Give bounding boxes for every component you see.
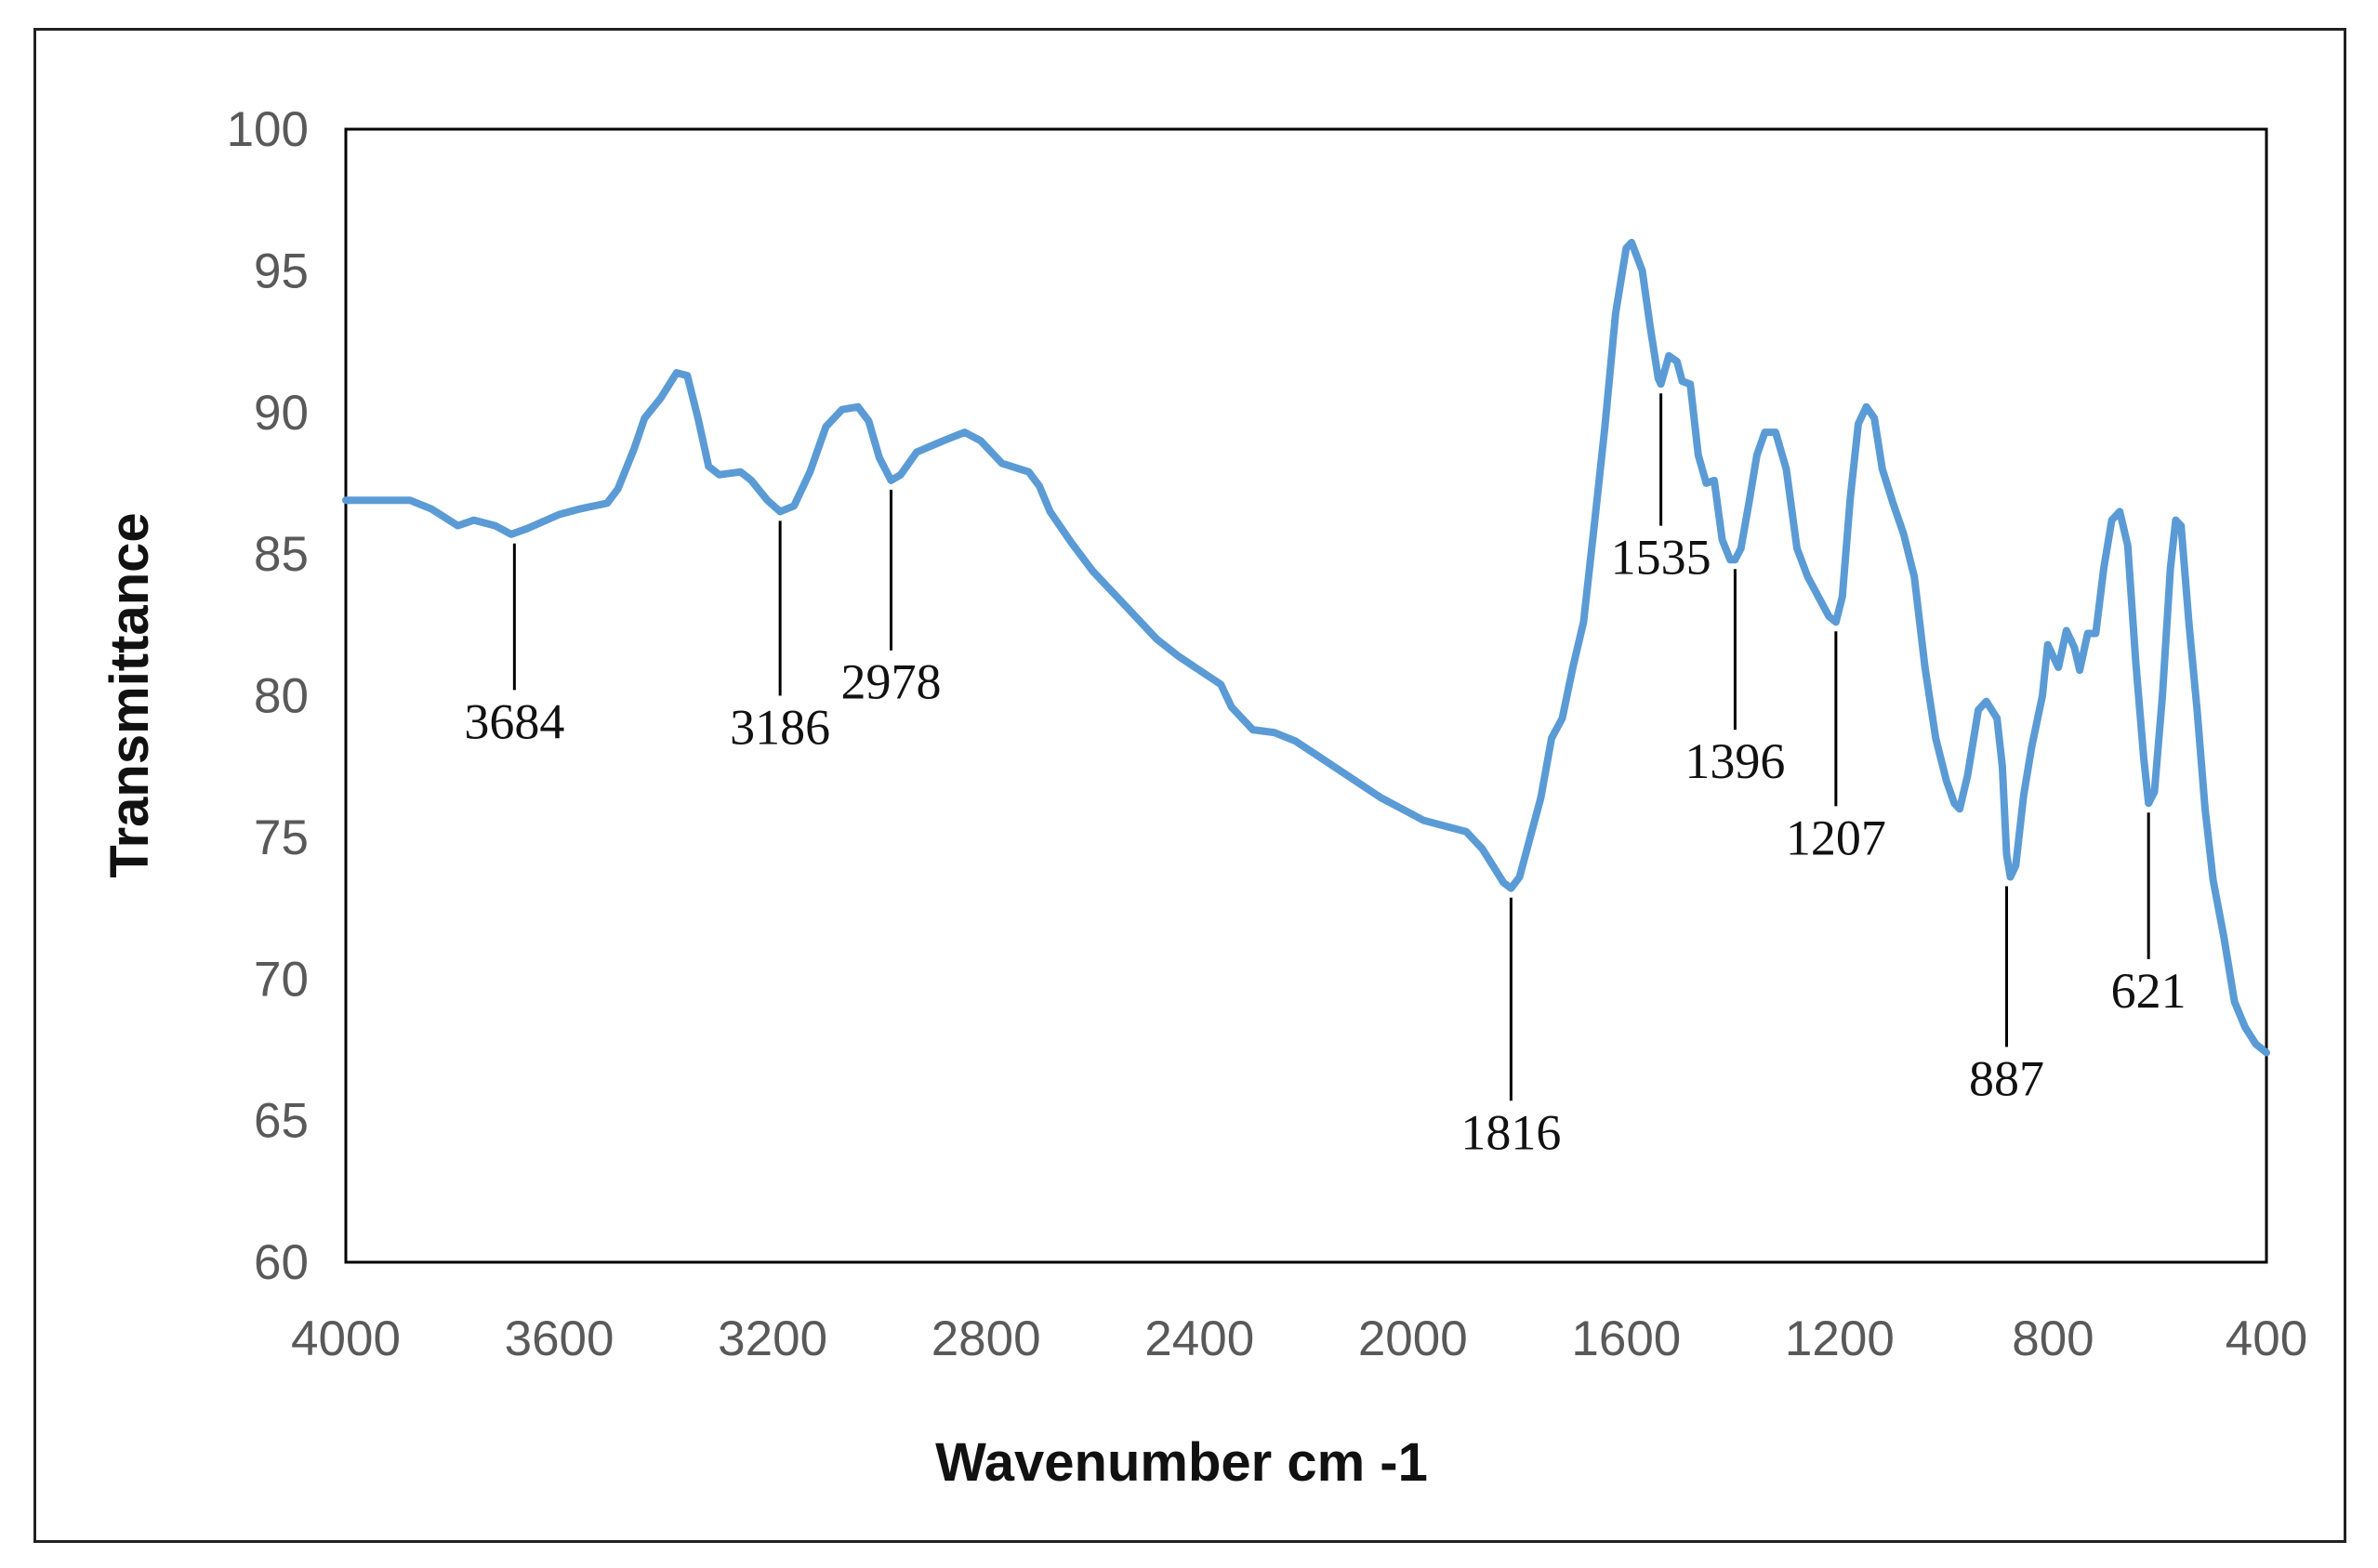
x-tick-label: 4000 xyxy=(291,1311,401,1366)
annotation-label: 621 xyxy=(2111,963,2186,1019)
x-tick-label: 2400 xyxy=(1144,1311,1254,1366)
annotation-label: 1535 xyxy=(1611,530,1711,586)
chart-container: 60 65 70 75 80 85 90 95 100 4000 3600 3200 2800 2400… xyxy=(33,28,2346,1543)
annotation-label: 1816 xyxy=(1460,1104,1561,1160)
x-tick-label: 2800 xyxy=(931,1311,1041,1366)
y-tick-label: 70 xyxy=(254,952,309,1007)
y-axis-title: Transmittance xyxy=(99,512,160,877)
annotation-label: 887 xyxy=(1969,1050,2044,1106)
y-tick-label: 100 xyxy=(227,102,309,157)
annotation-label: 3684 xyxy=(464,693,564,749)
y-tick-label: 85 xyxy=(254,527,309,582)
annotation-label: 2978 xyxy=(841,654,942,710)
x-tick-label: 3200 xyxy=(718,1311,827,1366)
ftir-chart: 60 65 70 75 80 85 90 95 100 4000 3600 3200 2800 2400… xyxy=(99,102,2307,1493)
x-tick-label: 2000 xyxy=(1358,1311,1468,1366)
y-tick-label: 75 xyxy=(254,810,309,865)
annotation-label: 3186 xyxy=(730,700,830,756)
transmittance-series-line xyxy=(342,238,2270,1057)
y-tick-label: 95 xyxy=(254,244,309,298)
annotation-label: 1396 xyxy=(1684,733,1785,789)
x-tick-label: 3600 xyxy=(505,1311,614,1366)
x-axis-title: Wavenumber cm -1 xyxy=(935,1432,1428,1493)
x-tick-label: 1200 xyxy=(1785,1311,1895,1366)
x-axis-ticks: 4000 3600 3200 2800 2400 2000 1600 1200 800 400 xyxy=(291,1311,2307,1366)
y-tick-label: 60 xyxy=(254,1235,309,1290)
x-tick-label: 800 xyxy=(2012,1311,2094,1366)
y-axis-ticks: 60 65 70 75 80 85 90 95 100 xyxy=(227,102,309,1290)
y-tick-label: 65 xyxy=(254,1094,309,1149)
y-tick-label: 80 xyxy=(254,669,309,724)
plot-area xyxy=(344,127,2268,1264)
annotation-label: 1207 xyxy=(1786,810,1886,865)
x-tick-label: 400 xyxy=(2226,1311,2307,1366)
x-tick-label: 1600 xyxy=(1571,1311,1681,1366)
y-tick-label: 90 xyxy=(254,386,309,441)
